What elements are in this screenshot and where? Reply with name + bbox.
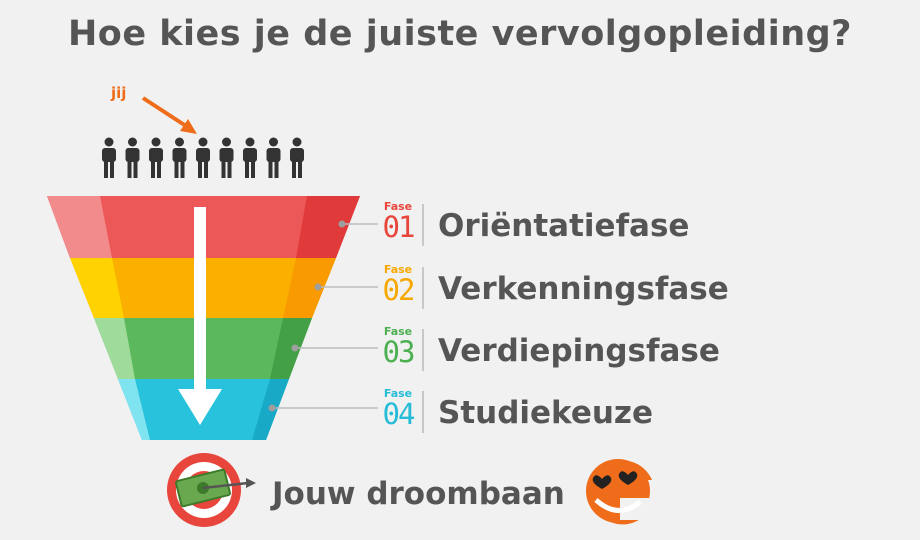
phase-2-divider [422,267,424,309]
person-icon [243,137,257,178]
phase-3-number: 03 [382,335,416,369]
connector-lines [268,220,378,412]
phase-1-divider [422,204,424,246]
person-icon [172,137,187,178]
phase-4: Fase 04 Studiekeuze [376,387,776,437]
person-icon [149,137,163,178]
phase-1-name: Oriëntatiefase [438,208,690,244]
person-icon [102,137,116,178]
down-arrow-icon [178,207,222,425]
page-title: Hoe kies je de juiste vervolgopleiding? [68,14,852,54]
person-icon [125,137,140,178]
phase-3-divider [422,329,424,371]
phase-2: Fase 02 Verkenningsfase [376,263,776,313]
pointer-arrow-icon [141,96,197,134]
phase-4-number: 04 [382,397,416,431]
smiley-logo-icon [586,459,652,525]
phase-2-number: 02 [382,273,416,307]
phase-4-name: Studiekeuze [438,395,654,431]
phase-4-fase-label: Fase [383,387,413,400]
goal-label: Jouw droombaan [272,476,565,512]
person-icon [196,137,210,178]
phase-1: Fase 01 Oriëntatiefase [376,200,776,250]
phase-4-divider [422,391,424,433]
person-icon [266,137,281,178]
person-icon [219,137,234,178]
money-icon [175,468,256,508]
phase-2-fase-label: Fase [383,263,413,276]
phase-1-fase-label: Fase [383,200,413,213]
person-icon [290,137,304,178]
people-row [102,137,304,178]
phase-2-name: Verkenningsfase [438,271,729,307]
phase-3-fase-label: Fase [383,325,413,338]
you-label: jij [111,84,127,102]
phase-1-number: 01 [382,210,416,244]
phase-3-name: Verdiepingsfase [438,333,720,369]
phase-3: Fase 03 Verdiepingsfase [376,325,776,375]
